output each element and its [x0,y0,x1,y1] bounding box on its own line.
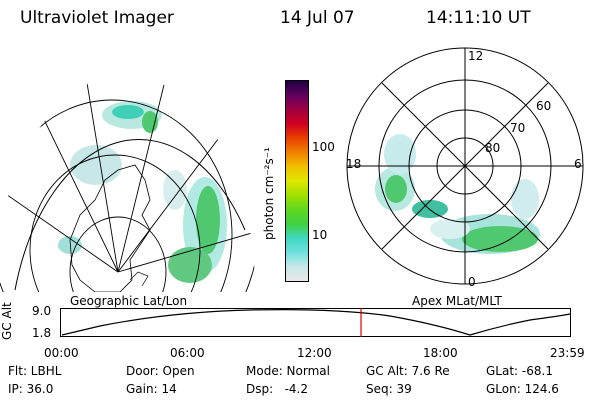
colorbar [285,80,309,282]
orbit-xtick-0000: 00:00 [44,346,79,360]
geographic-map [0,75,255,292]
coastline [69,164,151,292]
orbit-ytick-min: 1.8 [32,326,52,340]
polar-plot: 12 18 6 0 60 70 80 [346,47,584,289]
status-filter: Flt: LBHL [8,364,62,378]
polar-grid [346,47,584,285]
status-glat: GLat: -68.1 [486,364,553,378]
colorbar-tick-100: 100 [312,140,335,154]
mlt-label-6: 6 [574,157,582,171]
orbit-axis-label: GC Alt [0,302,14,340]
lat-label-80: 80 [485,141,500,155]
status-door: Door: Open [126,364,195,378]
status-dsp: Dsp: -4.2 [246,382,309,396]
status-gain: Gain: 14 [126,382,177,396]
app-title: Ultraviolet Imager [20,8,174,28]
orbit-xtick-0600: 06:00 [170,346,205,360]
mlt-label-0: 0 [468,275,476,289]
orbit-xtick-1200: 12:00 [297,346,332,360]
status-ip: IP: 36.0 [8,382,54,396]
orbit-ytick-max: 9.0 [32,304,52,318]
lat-label-60: 60 [536,99,551,113]
orbit-xtick-2359: 23:59 [550,346,585,360]
status-mode: Mode: Normal [246,364,330,378]
status-seq: Seq: 39 [366,382,412,396]
colorbar-tick-10: 10 [312,228,328,242]
mlt-label-18: 18 [346,157,361,171]
status-glon: GLon: 124.6 [486,382,559,396]
image-date: 14 Jul 07 [280,8,355,28]
orbit-plot [60,308,571,337]
mlt-label-12: 12 [468,49,483,63]
image-time: 14:11:10 UT [426,8,531,28]
left-panel-caption: Geographic Lat/Lon [70,294,188,308]
status-gc-alt: GC Alt: 7.6 Re [366,364,450,378]
lat-label-70: 70 [510,121,525,135]
colorbar-unit-label: photon cm⁻²s⁻¹ [262,147,276,240]
right-panel-caption: Apex MLat/MLT [412,294,502,308]
orbit-xtick-1800: 18:00 [423,346,458,360]
aurora-emission-left [58,101,227,283]
